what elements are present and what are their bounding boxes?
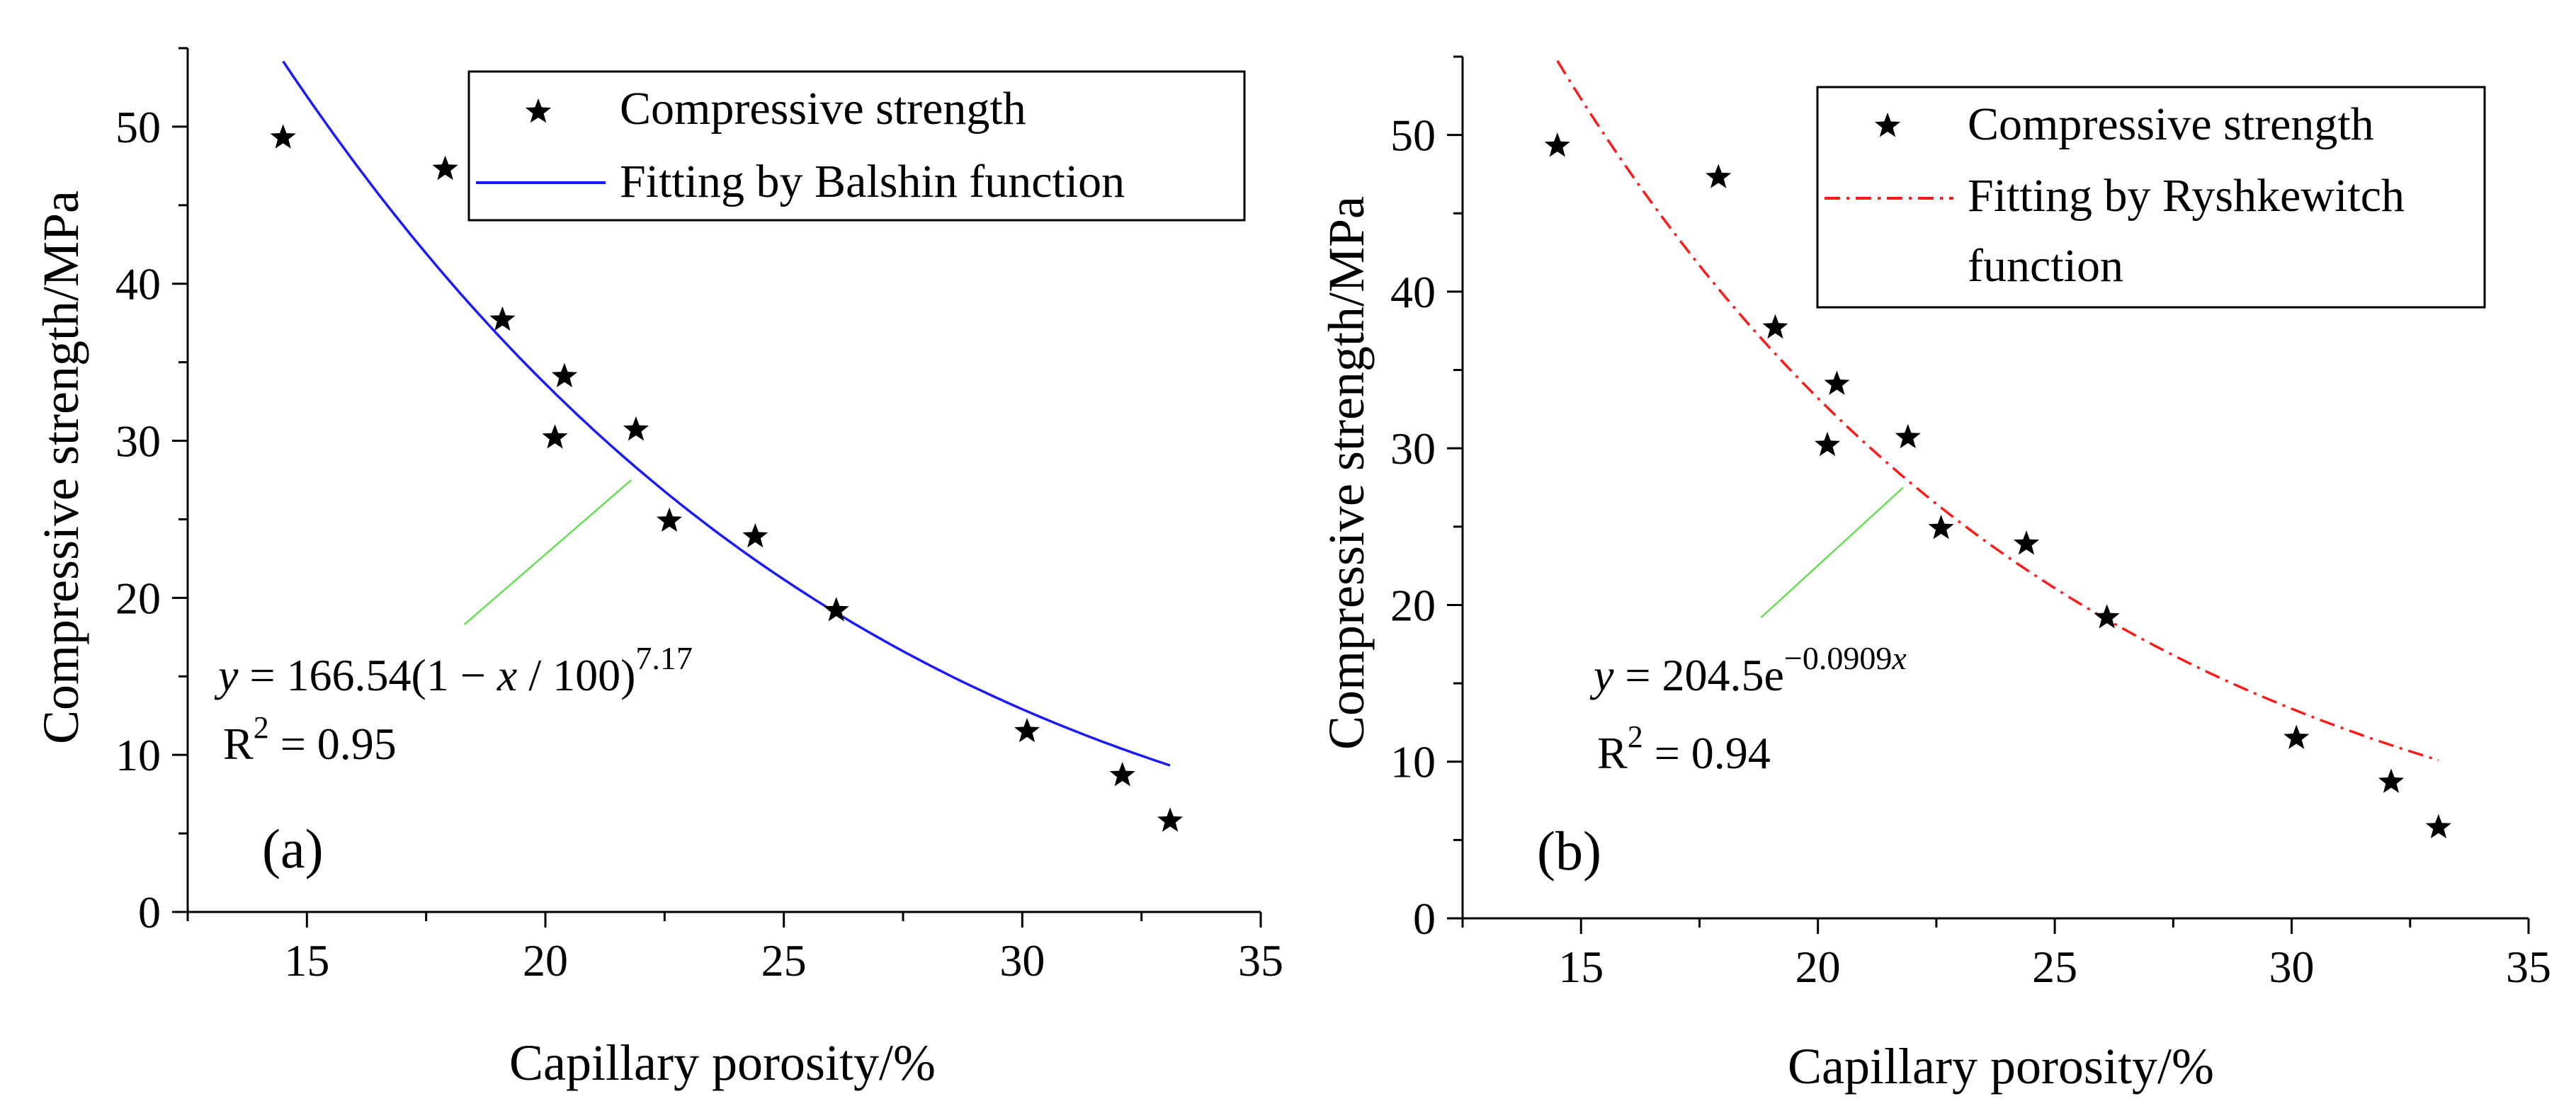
panel-b-y-tick-label: 50	[1390, 110, 1436, 161]
panel-a-x-tick-label: 15	[284, 935, 329, 986]
panel-a-x-tick-label: 25	[761, 935, 807, 986]
panel-a-label: (a)	[262, 818, 324, 879]
panel-a-axes: 15 20 25 30 35 0 10 20 30 40 50	[115, 47, 1283, 986]
panel-b-y-tick-label: 10	[1390, 737, 1436, 787]
panel-a-x-axis-title: Capillary porosity/%	[509, 1034, 936, 1091]
panel-b-data-point	[2094, 604, 2120, 629]
panel-a-legend: Compressive strength Fitting by Balshin …	[467, 70, 1246, 222]
panel-a-legend-star-icon	[525, 98, 552, 123]
panel-a-leader-line	[463, 479, 632, 626]
panel-a-data-point	[623, 416, 649, 441]
legend-star-icon	[525, 98, 552, 123]
panel-a-x-tick-label: 35	[1238, 935, 1283, 986]
panel-a-fit-group	[282, 60, 1171, 767]
panel-b-axes: 15 20 25 30 35 0 10 20 30 40 50	[1390, 55, 2551, 992]
panel-b-fit-group	[1556, 59, 2439, 762]
panel-b-x-tick-label: 35	[2506, 942, 2551, 992]
panel-b-data-point	[2378, 768, 2405, 793]
panel-a-y-tick-label: 0	[138, 887, 161, 937]
panel-b-legend-label-fit-cont: function	[1968, 240, 2123, 292]
panel-a-data-point	[489, 306, 516, 331]
panel-a-points	[270, 124, 1184, 832]
panel-a-equation: y = 166.54(1 − x / 100)7.17	[214, 640, 693, 700]
panel-b-points	[1544, 132, 2451, 838]
panel-b-x-tick-label: 15	[1558, 942, 1604, 992]
panel-a-data-point	[542, 424, 568, 449]
panel-b-data-point	[1815, 431, 1841, 457]
panel-b-r-squared: R2 = 0.94	[1597, 719, 1771, 778]
panel-a-r-squared: R2 = 0.95	[223, 710, 397, 769]
panel-a-x-tick-label: 30	[999, 935, 1045, 986]
panel-a-data-point	[1157, 807, 1184, 832]
panel-b-data-point	[2283, 724, 2310, 749]
panel-a-y-tick-label: 20	[115, 573, 161, 623]
panel-b-y-tick-label: 40	[1390, 267, 1436, 317]
panel-b-label: (b)	[1537, 820, 1601, 882]
panel-a-y-tick-label: 40	[115, 259, 161, 309]
panel-b-data-point	[1762, 314, 1788, 339]
panel-a-fit-curve	[282, 60, 1171, 767]
panel-a-y-axis-title: Compressive strength/MPa	[33, 190, 89, 744]
panel-a-legend-label-points: Compressive strength	[620, 83, 1026, 135]
panel-b-y-axis-title: Compressive strength/MPa	[1318, 196, 1375, 750]
panel-a-y-tick-label: 30	[115, 416, 161, 467]
panel-a-data-point	[1109, 762, 1135, 787]
panel-b-data-point	[1544, 132, 1570, 157]
panel-b-data-point	[1895, 423, 1921, 449]
panel-b-legend-label-points: Compressive strength	[1968, 98, 2374, 150]
panel-b-data-point	[1928, 515, 1954, 540]
panel-b-x-tick-label: 25	[2032, 942, 2077, 992]
panel-b-data-point	[1706, 164, 1732, 188]
panel-b-leader-line	[1760, 486, 1904, 619]
panel-a-data-point	[432, 155, 458, 181]
panel-b-data-point	[2013, 530, 2039, 555]
panel-b-data-point	[1824, 370, 1850, 395]
panel-a-x-tick-label: 20	[523, 935, 568, 986]
panel-a-data-point	[657, 507, 683, 532]
panel-b-legend-label-fit: Fitting by Ryshkewitch	[1968, 170, 2405, 222]
panel-b-x-tick-label: 20	[1795, 942, 1841, 992]
panel-b-y-tick-label: 20	[1390, 580, 1436, 630]
panel-a-legend-label-fit: Fitting by Balshin function	[620, 156, 1125, 207]
panel-b-legend: Compressive strength Fitting by Ryshkewi…	[1816, 86, 2486, 309]
panel-b-y-tick-label: 0	[1413, 894, 1436, 944]
panel-b-equation: y = 204.5e−0.0909x	[1589, 640, 1907, 700]
panel-a-data-point	[823, 597, 849, 622]
panel-b-data-point	[2425, 814, 2451, 838]
legend-star-icon	[1874, 113, 1901, 137]
panel-b-y-tick-label: 30	[1390, 423, 1436, 474]
panel-b-legend-star-icon	[1874, 113, 1901, 137]
panel-b-chart: 15 20 25 30 35 0 10 20 30 40 50 Compressive streng…	[1318, 55, 2551, 1095]
panel-b-x-axis-title: Capillary porosity/%	[1788, 1038, 2214, 1095]
panel-b-fit-curve	[1556, 59, 2439, 762]
panel-a-chart: 15 20 25 30 35 0 10 20 30 40 50 Compressive streng…	[33, 47, 1283, 1091]
panel-a-data-point	[742, 523, 768, 548]
panel-a-data-point	[1014, 717, 1040, 743]
panel-a-data-point	[551, 363, 577, 387]
panel-a-y-tick-label: 10	[115, 730, 161, 780]
panel-a-y-tick-label: 50	[115, 102, 161, 152]
panel-a-data-point	[270, 124, 296, 149]
panel-a-legend-box	[467, 70, 1246, 222]
panel-b-x-tick-label: 30	[2269, 942, 2315, 992]
